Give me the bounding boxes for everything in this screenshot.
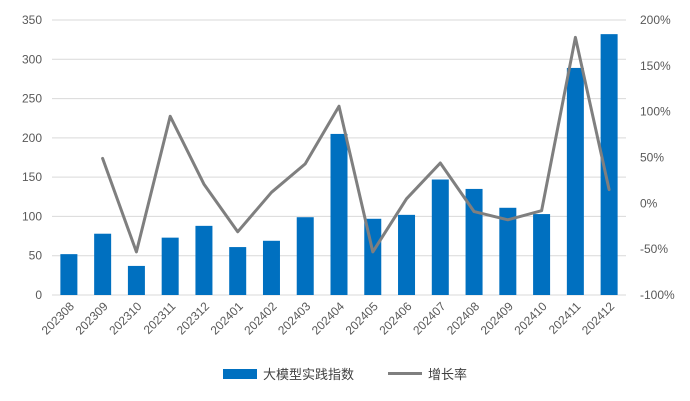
bar (161, 237, 179, 295)
x-tick-label: 202409 (478, 299, 516, 337)
bar-swatch-icon (222, 368, 257, 379)
y-right-tick-label: -50% (640, 242, 668, 256)
bar (600, 34, 618, 296)
x-tick-label: 202308 (39, 299, 77, 337)
bar (398, 214, 416, 295)
bar (94, 233, 112, 295)
bar (566, 67, 584, 295)
x-tick-label: 202312 (174, 299, 212, 337)
y-right-tick-label: 100% (640, 105, 671, 119)
y-left-tick-label: 250 (22, 92, 42, 106)
x-tick-label: 202412 (579, 299, 617, 337)
y-right-tick-label: 0% (640, 196, 658, 210)
y-axis-left: 0 50 100 150 200 250 300 350 (22, 13, 42, 302)
x-tick-label: 202401 (208, 299, 246, 337)
y-right-tick-label: 200% (640, 13, 671, 27)
legend: 大模型实践指数 增长率 (0, 364, 690, 383)
x-tick-label: 202407 (410, 299, 448, 337)
x-axis: 2023082023092023102023112023122024012024… (39, 299, 618, 337)
x-tick-label: 202411 (546, 299, 584, 337)
bar (60, 254, 78, 295)
legend-item-bar[interactable]: 大模型实践指数 (222, 364, 354, 383)
y-axis-right: -100% -50% 0% 50% 100% 150% 200% (640, 13, 675, 302)
bar (499, 207, 517, 295)
x-tick-label: 202404 (309, 299, 347, 337)
legend-label-bar: 大模型实践指数 (262, 368, 354, 383)
bar (465, 188, 483, 295)
bar (127, 265, 145, 295)
x-tick-label: 202311 (141, 299, 179, 337)
bar (330, 133, 348, 295)
bar (262, 240, 280, 295)
bar (431, 179, 449, 295)
y-right-tick-label: 50% (640, 151, 664, 165)
bar (229, 247, 247, 295)
y-left-tick-label: 300 (22, 52, 42, 66)
growth-rate-line (101, 35, 611, 254)
bar (195, 225, 213, 295)
legend-item-line[interactable]: 增长率 (388, 364, 467, 383)
y-left-tick-label: 200 (22, 131, 42, 145)
bar (533, 214, 551, 295)
y-left-tick-label: 50 (29, 249, 43, 263)
x-tick-label: 202310 (106, 299, 144, 337)
bar-series (60, 34, 618, 296)
line-swatch-icon (388, 372, 422, 375)
x-tick-label: 202408 (444, 299, 482, 337)
x-tick-label: 202410 (511, 299, 549, 337)
y-right-tick-label: -100% (640, 288, 675, 302)
x-tick-label: 202406 (376, 299, 414, 337)
x-tick-label: 202402 (241, 299, 279, 337)
y-left-tick-label: 100 (22, 209, 42, 223)
legend-label-line: 增长率 (428, 368, 468, 383)
x-tick-label: 202309 (73, 299, 111, 337)
y-left-tick-label: 0 (35, 288, 42, 302)
line-series (101, 35, 611, 254)
y-right-tick-label: 150% (640, 59, 671, 73)
y-left-tick-label: 150 (22, 170, 42, 184)
bar (296, 217, 314, 295)
x-tick-label: 202403 (275, 299, 313, 337)
x-tick-label: 202405 (343, 299, 381, 337)
y-left-tick-label: 350 (22, 13, 42, 27)
